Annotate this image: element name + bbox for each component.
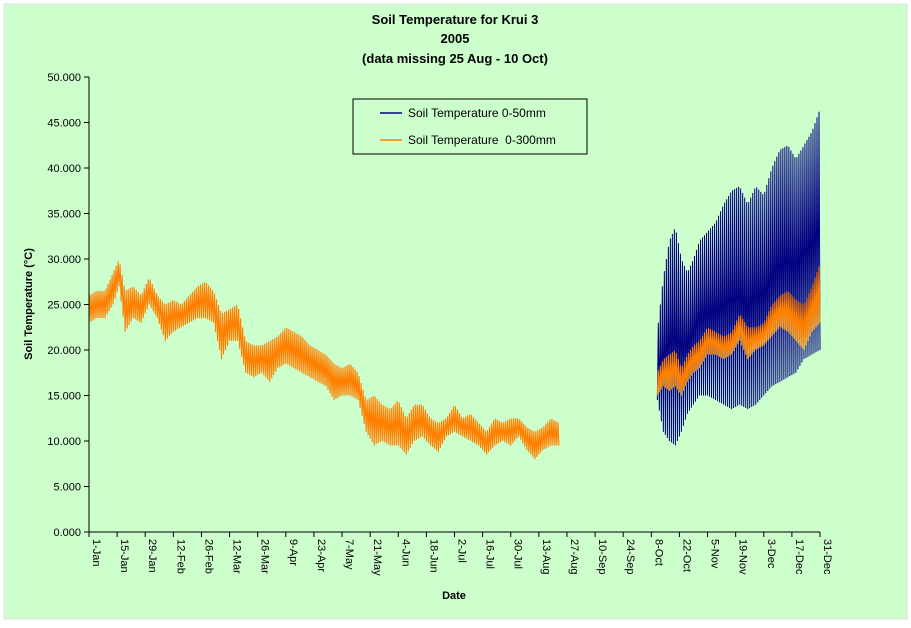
y-tick-label: 0.000	[53, 527, 81, 539]
legend: Soil Temperature 0-50mm Soil Temperature…	[352, 98, 588, 155]
x-tick-label: 23-Apr	[315, 539, 327, 572]
legend-label-0-300mm: Soil Temperature 0-300mm	[408, 133, 556, 147]
y-tick-label: 15.000	[47, 391, 81, 403]
y-axis-title: Soil Temperature (°C)	[23, 248, 35, 360]
x-tick-label: 15-Jan	[118, 539, 130, 573]
y-tick-label: 5.000	[53, 482, 81, 494]
x-tick-label: 12-Feb	[174, 539, 186, 574]
x-tick-label: 3-Dec	[765, 539, 777, 569]
x-tick-label: 1-Jan	[90, 539, 102, 567]
x-tick-label: 29-Jan	[146, 539, 158, 573]
x-tick-label: 24-Sep	[624, 539, 636, 574]
x-tick-label: 12-Mar	[231, 539, 243, 574]
x-axis-title: Date	[442, 590, 466, 602]
y-tick-label: 20.000	[47, 345, 81, 357]
legend-box	[352, 98, 588, 155]
chart-title-line-1: Soil Temperature for Krui 3	[372, 12, 539, 27]
y-tick-label: 25.000	[47, 300, 81, 312]
series-line	[88, 261, 560, 460]
series-0-50mm	[656, 111, 821, 446]
series-line	[656, 111, 821, 446]
x-tick-label: 31-Dec	[821, 539, 833, 575]
y-tick-label: 10.000	[47, 436, 81, 448]
x-tick-label: 30-Jul	[512, 539, 524, 569]
series-layer	[88, 111, 821, 460]
x-tick-label: 13-Aug	[540, 539, 552, 574]
x-tick-label: 22-Oct	[680, 539, 692, 572]
chart-title-line-2: 2005	[441, 31, 470, 46]
y-tick-label: 50.000	[47, 72, 81, 84]
y-tick-label: 30.000	[47, 254, 81, 266]
series-0-300mm	[88, 261, 821, 460]
x-tick-label: 17-Dec	[793, 539, 805, 575]
x-tick-label: 19-Nov	[737, 539, 749, 575]
x-tick-label: 26-Mar	[259, 539, 271, 574]
x-axis-ticks: 1-Jan 15-Jan 29-Jan 12-Feb 26-Feb 12-Mar 26-Ma…	[88, 532, 833, 576]
x-tick-label: 21-May	[371, 539, 383, 576]
x-tick-label: 9-Apr	[287, 539, 299, 566]
chart-title-line-3: (data missing 25 Aug - 10 Oct)	[362, 51, 548, 66]
y-tick-label: 45.000	[47, 118, 81, 130]
series-line	[656, 266, 821, 396]
x-tick-label: 4-Jun	[399, 539, 411, 567]
y-tick-label: 35.000	[47, 209, 81, 221]
y-axis-ticks: 0.000 5.000 10.000 15.000 20.000 25.000 30.000…	[47, 72, 89, 539]
x-tick-label: 26-Feb	[202, 539, 214, 574]
x-tick-label: 5-Nov	[709, 539, 721, 569]
x-tick-label: 16-Jul	[484, 539, 496, 569]
x-tick-label: 2-Jul	[456, 539, 468, 563]
x-tick-label: 18-Jun	[427, 539, 439, 573]
y-tick-label: 40.000	[47, 163, 81, 175]
x-tick-label: 8-Oct	[652, 539, 664, 566]
x-tick-label: 7-May	[343, 539, 355, 570]
x-tick-label: 10-Sep	[596, 539, 608, 574]
legend-label-0-50mm: Soil Temperature 0-50mm	[408, 106, 546, 120]
x-tick-label: 27-Aug	[568, 539, 580, 574]
